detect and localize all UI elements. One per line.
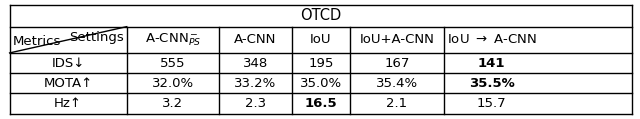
Text: 348: 348 xyxy=(243,57,268,70)
Text: 141: 141 xyxy=(478,57,506,70)
Text: IoU: IoU xyxy=(310,33,332,46)
Text: IoU $\rightarrow$ A-CNN: IoU $\rightarrow$ A-CNN xyxy=(447,33,536,46)
Text: MOTA↑: MOTA↑ xyxy=(44,77,93,90)
Text: 167: 167 xyxy=(384,57,410,70)
Text: 35.5%: 35.5% xyxy=(468,77,515,90)
Text: 32.0%: 32.0% xyxy=(152,77,194,90)
Text: 33.2%: 33.2% xyxy=(234,77,276,90)
Text: 35.0%: 35.0% xyxy=(300,77,342,90)
Text: 2.3: 2.3 xyxy=(245,97,266,110)
Text: IoU+A-CNN: IoU+A-CNN xyxy=(360,33,435,46)
Text: 35.4%: 35.4% xyxy=(376,77,418,90)
Text: 15.7: 15.7 xyxy=(477,97,506,110)
Text: IDS↓: IDS↓ xyxy=(51,57,85,70)
Text: 195: 195 xyxy=(308,57,333,70)
Text: A-CNN: A-CNN xyxy=(234,33,276,46)
Text: A-CNN$^-_{PS}$: A-CNN$^-_{PS}$ xyxy=(145,32,201,48)
Text: 16.5: 16.5 xyxy=(305,97,337,110)
Text: Metrics: Metrics xyxy=(13,35,61,48)
Text: 555: 555 xyxy=(160,57,186,70)
Text: Hz↑: Hz↑ xyxy=(54,97,82,110)
Text: OTCD: OTCD xyxy=(300,8,342,23)
Text: Settings: Settings xyxy=(68,31,124,44)
Text: 3.2: 3.2 xyxy=(162,97,183,110)
Text: 2.1: 2.1 xyxy=(387,97,408,110)
